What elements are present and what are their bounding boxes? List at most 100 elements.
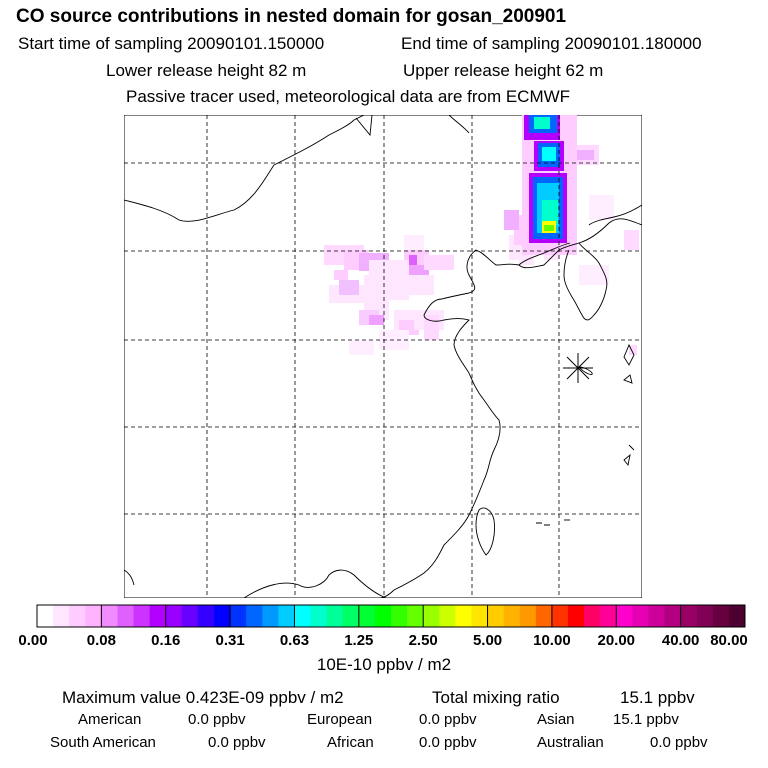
patch (579, 265, 609, 285)
region-value: 0.0 ppbv (650, 734, 708, 751)
colorbar-cell (214, 605, 231, 627)
colorbar-cell (455, 605, 472, 627)
patch (504, 210, 519, 230)
colorbar-tick-label: 80.00 (710, 632, 748, 649)
colorbar-unit-label: 10E-10 ppbv / m2 (316, 655, 452, 674)
upper-release-label: Upper release height 62 m (403, 61, 604, 80)
colorbar-tick-label: 0.08 (87, 632, 116, 649)
colorbar-cell (85, 605, 102, 627)
colorbar-cell (600, 605, 617, 627)
plume-peak (544, 225, 554, 231)
tracer-note: Passive tracer used, meteorological data… (126, 87, 571, 106)
colorbar-cell (680, 605, 698, 627)
patch (369, 315, 384, 325)
region-name: South American (50, 734, 156, 751)
colorbar-cell (197, 605, 215, 627)
concentration-field (324, 115, 639, 355)
colorbar-cell (326, 605, 344, 627)
colorbar-cell (53, 605, 70, 627)
colorbar-cell (696, 605, 714, 627)
colorbar-cell (423, 605, 440, 627)
patch (349, 340, 374, 355)
region-value: 0.0 ppbv (188, 711, 246, 728)
colorbar-cell (471, 605, 489, 627)
total-mixing-value: 15.1 ppbv (620, 688, 695, 707)
region-name: African (327, 734, 374, 751)
patch (574, 150, 594, 160)
colorbar-tick-label: 0.00 (18, 632, 47, 649)
colorbar-cell (391, 605, 408, 627)
patch (364, 275, 409, 300)
patch (334, 270, 348, 280)
colorbar-cell (551, 605, 569, 627)
colorbar-cell (374, 605, 392, 627)
colorbar-cell (294, 605, 312, 627)
region-value: 0.0 ppbv (419, 711, 477, 728)
colorbar-cell (149, 605, 167, 627)
colorbar-cell (616, 605, 633, 627)
color-legend: 0.00 0.08 0.16 0.31 0.63 1.25 2.50 5.00 10.00 20.… (18, 604, 748, 649)
region-name: Asian (537, 711, 575, 728)
colorbar-tick-label: 5.00 (473, 632, 502, 649)
colorbar-tick-label: 20.00 (597, 632, 635, 649)
colorbar-cell (246, 605, 263, 627)
colorbar-cell (487, 605, 505, 627)
colorbar-tick-label: 2.50 (409, 632, 438, 649)
colorbar-cell (664, 605, 682, 627)
patch (424, 255, 454, 270)
plume (542, 200, 558, 225)
colorbar-cell (407, 605, 424, 627)
colorbar-tick-label: 0.31 (215, 632, 244, 649)
patch (589, 195, 614, 220)
patch (404, 235, 424, 250)
receptor-marker (563, 353, 593, 383)
colorbar-tick-label: 40.00 (662, 632, 700, 649)
colorbar-cell (133, 605, 151, 627)
colorbar-cell (230, 605, 247, 627)
colorbar-tick-label: 0.63 (280, 632, 309, 649)
colorbar-cell (181, 605, 199, 627)
max-value-label: Maximum value 0.423E-09 ppbv / m2 (62, 688, 344, 707)
end-time-label: End time of sampling 20090101.180000 (401, 34, 702, 53)
patch (409, 255, 417, 265)
colorbar-cell (278, 605, 295, 627)
concentration-map (124, 115, 642, 598)
region-value: 0.0 ppbv (208, 734, 266, 751)
colorbar-cell (439, 605, 456, 627)
patch (339, 280, 359, 295)
colorbar-cell (568, 605, 585, 627)
total-mixing-label: Total mixing ratio (432, 688, 560, 707)
colorbar-cell (358, 605, 376, 627)
lower-release-label: Lower release height 82 m (106, 61, 307, 80)
colorbar-tick-label: 1.25 (344, 632, 373, 649)
lat-lon-grid (124, 115, 642, 598)
colorbar-cell (728, 605, 746, 627)
colorbar-cell (712, 605, 730, 627)
colorbar-cell (584, 605, 601, 627)
colorbar-cell (632, 605, 649, 627)
region-value: 15.1 ppbv (613, 711, 679, 728)
patch (629, 345, 637, 355)
colorbar-cell (535, 605, 553, 627)
colorbar-cell (310, 605, 328, 627)
region-name: American (78, 711, 142, 728)
colorbar-tick-label: 10.00 (533, 632, 571, 649)
colorbar-cell (165, 605, 183, 627)
patch (624, 230, 639, 250)
region-name: European (307, 711, 373, 728)
plume (534, 117, 550, 129)
region-value: 0.0 ppbv (419, 734, 477, 751)
colorbar-tick-label: 0.16 (151, 632, 180, 649)
plume (542, 147, 556, 161)
colorbar-cell (519, 605, 537, 627)
map-title: CO source contributions in nested domain… (16, 6, 567, 27)
colorbar-cell (117, 605, 135, 627)
start-time-label: Start time of sampling 20090101.150000 (18, 34, 325, 53)
colorbar-cell (262, 605, 279, 627)
region-name: Australian (537, 734, 604, 751)
colorbar-cell (503, 605, 521, 627)
colorbar-cell (37, 605, 54, 627)
colorbar-cell (648, 605, 666, 627)
colorbar-cell (69, 605, 86, 627)
colorbar-cell (342, 605, 360, 627)
